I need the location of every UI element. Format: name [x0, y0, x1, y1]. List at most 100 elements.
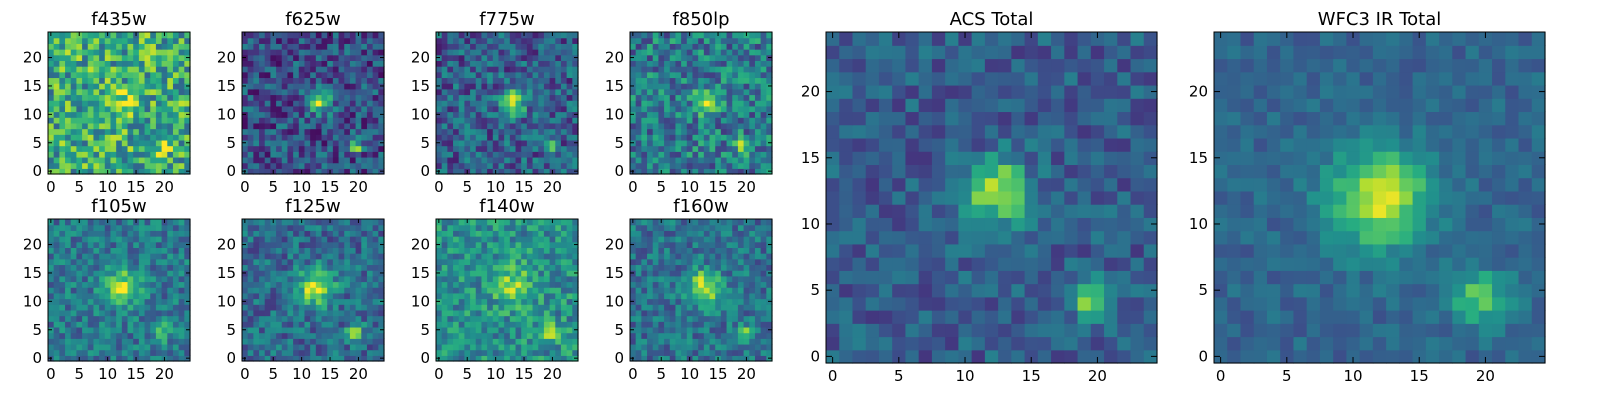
heatmap-cell: [70, 111, 77, 118]
heatmap-cell: [121, 128, 129, 135]
heatmap-cell: [281, 224, 289, 231]
heatmap-cell: [560, 88, 568, 96]
heatmap-cell: [720, 321, 728, 328]
heatmap-cell: [366, 83, 374, 90]
heatmap-cell: [82, 60, 89, 67]
heatmap-cell: [378, 253, 385, 260]
heatmap-cell: [635, 292, 642, 300]
heatmap-cell: [760, 134, 767, 141]
heatmap-cell: [287, 264, 294, 271]
heatmap-cell: [566, 349, 573, 356]
heatmap-cell: [538, 247, 545, 254]
heatmap-cell: [270, 236, 277, 243]
heatmap-cell: [287, 287, 294, 294]
heatmap-cell: [110, 83, 117, 90]
heatmap-cell: [264, 111, 271, 118]
heatmap-cell: [566, 60, 573, 67]
heatmap-cell: [647, 105, 654, 113]
heatmap-cell: [743, 281, 750, 288]
heatmap-cell: [647, 111, 654, 118]
heatmap-cell: [555, 77, 562, 84]
heatmap-cell: [338, 128, 345, 135]
panel-title: f625w: [285, 9, 340, 30]
heatmap-cell: [53, 343, 60, 351]
heatmap-cell: [93, 66, 100, 73]
heatmap-cell: [635, 156, 642, 164]
heatmap-cell: [332, 66, 340, 73]
heatmap-cell: [726, 77, 733, 84]
heatmap-cell: [59, 264, 66, 271]
heatmap-cell: [749, 43, 756, 50]
heatmap-cell: [675, 105, 682, 113]
heatmap-cell: [355, 326, 362, 334]
heatmap-cell: [150, 264, 157, 271]
heatmap-cell: [276, 83, 283, 90]
heatmap-cell: [133, 151, 140, 158]
heatmap-cell: [538, 111, 545, 118]
heatmap-cell: [715, 156, 722, 164]
heatmap-cell: [475, 100, 483, 107]
heatmap-cell: [692, 139, 699, 147]
heatmap-cell: [441, 309, 448, 317]
heatmap-cell: [116, 287, 123, 294]
heatmap-cell: [127, 32, 134, 39]
heatmap-cell: [76, 100, 83, 107]
heatmap-cell: [264, 88, 271, 96]
heatmap-cell: [760, 43, 767, 50]
heatmap-cell: [737, 94, 745, 101]
heatmap-cell: [150, 71, 157, 79]
heatmap-cell: [259, 32, 266, 39]
heatmap-cell: [504, 258, 511, 266]
heatmap-cell: [464, 122, 471, 130]
heatmap-cell: [133, 37, 140, 44]
heatmap-cell: [150, 88, 157, 96]
heatmap-cell: [349, 37, 357, 44]
heatmap-cell: [743, 111, 750, 118]
heatmap-cell: [161, 54, 168, 61]
heatmap-cell: [692, 162, 699, 169]
heatmap-cell: [526, 281, 534, 288]
heatmap-cell: [48, 309, 55, 317]
heatmap-cell: [703, 321, 711, 328]
heatmap-cell: [543, 230, 551, 237]
heatmap-cell: [127, 162, 134, 169]
heatmap-cell: [321, 128, 328, 135]
heatmap-cell: [526, 37, 534, 44]
heatmap-cell: [298, 298, 306, 305]
heatmap-cell: [715, 43, 722, 50]
heatmap-cell: [647, 117, 654, 124]
heatmap-cell: [526, 151, 534, 158]
heatmap-cell: [327, 94, 334, 101]
heatmap-cell: [321, 77, 328, 84]
heatmap-cell: [630, 105, 637, 113]
heatmap-cell: [464, 236, 471, 243]
heatmap-cell: [566, 355, 573, 362]
heatmap-cell: [652, 77, 659, 84]
heatmap-cell: [87, 315, 95, 322]
heatmap-cell: [760, 349, 767, 356]
heatmap-cell: [99, 168, 106, 175]
heatmap-cell: [127, 292, 134, 300]
heatmap-cell: [327, 83, 334, 90]
heatmap-cell: [732, 162, 739, 169]
heatmap-cell: [167, 343, 174, 351]
heatmap-cell: [766, 100, 773, 107]
heatmap-cell: [332, 258, 340, 266]
heatmap-cell: [76, 230, 83, 237]
heatmap-cell: [709, 309, 716, 317]
heatmap-cell: [549, 94, 556, 101]
heatmap-cell: [754, 100, 762, 107]
heatmap-cell: [127, 270, 134, 277]
heatmap-cell: [104, 139, 112, 147]
heatmap-cell: [549, 71, 556, 79]
heatmap-cell: [538, 122, 545, 130]
heatmap-cell: [652, 105, 659, 113]
heatmap-cell: [658, 292, 665, 300]
heatmap-cell: [447, 304, 454, 311]
heatmap-cell: [332, 281, 340, 288]
heatmap-cell: [372, 332, 379, 339]
heatmap-cell: [458, 94, 465, 101]
heatmap-cell: [355, 43, 362, 50]
heatmap-cell: [692, 343, 699, 351]
heatmap-cell: [259, 71, 266, 79]
